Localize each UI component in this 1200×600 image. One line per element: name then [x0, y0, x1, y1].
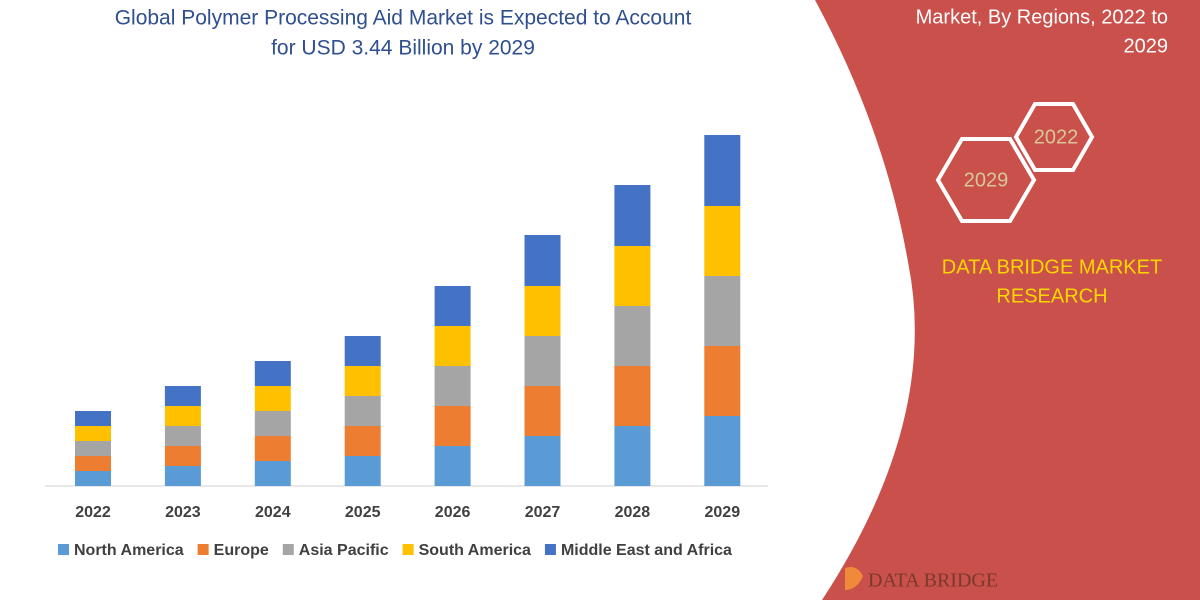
- x-tick-label: 2029: [705, 504, 741, 521]
- legend-swatch: [282, 544, 294, 555]
- chart-title: Global Polymer Processing Aid Market is …: [115, 7, 692, 30]
- bar-segment: [75, 441, 111, 456]
- legend-swatch: [544, 544, 556, 555]
- x-tick-label: 2023: [165, 504, 201, 521]
- chart-title: for USD 3.44 Billion by 2029: [271, 37, 535, 60]
- bar-segment: [524, 336, 561, 386]
- legend-label: Asia Pacific: [299, 542, 389, 559]
- legend-label: Middle East and Africa: [561, 542, 732, 559]
- bar-segment: [704, 135, 741, 206]
- bar-segment: [164, 426, 201, 446]
- bar-segment: [164, 386, 201, 406]
- bar-segment: [434, 446, 471, 486]
- brand: RESEARCH: [996, 285, 1107, 307]
- x-tick-label: 2028: [615, 504, 651, 521]
- bar-segment: [434, 326, 471, 366]
- panel-heading: Market, By Regions, 2022 to: [916, 6, 1168, 28]
- x-tick-label: 2027: [525, 504, 561, 521]
- bar-segment: [704, 346, 741, 416]
- legend-label: North America: [74, 542, 184, 559]
- side-panel: [815, 0, 1200, 600]
- bar-segment: [344, 396, 381, 426]
- bar-segment: [524, 386, 561, 436]
- bar-segment: [164, 406, 201, 426]
- bar-segment: [614, 306, 651, 366]
- bar-segment: [164, 446, 201, 466]
- legend-label: Europe: [214, 542, 269, 559]
- bar-segment: [75, 411, 111, 426]
- bar-segment: [434, 366, 471, 406]
- x-tick-label: 2022: [75, 504, 111, 521]
- bar-segment: [524, 436, 561, 486]
- bar-segment: [614, 185, 651, 246]
- brand: DATA BRIDGE MARKET: [942, 256, 1162, 278]
- x-tick-label: 2026: [435, 504, 471, 521]
- bar-segment: [704, 416, 741, 486]
- bar-segment: [524, 235, 561, 286]
- badge: 2029: [964, 169, 1009, 191]
- bar-segment: [254, 386, 291, 411]
- badge: 2022: [1034, 126, 1079, 148]
- legend-label: South America: [419, 542, 531, 559]
- bar-segment: [614, 366, 651, 426]
- legend-swatch: [402, 544, 414, 555]
- bar-segment: [75, 456, 111, 471]
- logo: DATA BRIDGE: [868, 570, 998, 592]
- bar-segment: [704, 206, 741, 276]
- bar-segment: [75, 471, 111, 486]
- bar-segment: [614, 426, 651, 486]
- bar-segment: [434, 406, 471, 446]
- panel-heading: 2029: [1124, 35, 1169, 57]
- x-tick-label: 2025: [345, 504, 381, 521]
- bar-segment: [614, 246, 651, 306]
- hexagon: [1013, 102, 1095, 172]
- logo-icon: [845, 567, 863, 590]
- legend-swatch: [197, 544, 209, 555]
- bar-segment: [254, 361, 291, 386]
- bar-segment: [254, 436, 291, 461]
- bar-segment: [344, 336, 381, 366]
- bar-segment: [75, 426, 111, 441]
- legend-swatch: [58, 544, 69, 555]
- bar-segment: [344, 426, 381, 456]
- x-tick-label: 2024: [255, 504, 291, 521]
- bar-segment: [434, 286, 471, 326]
- bar-segment: [254, 411, 291, 436]
- bar-segment: [344, 366, 381, 396]
- bar-segment: [524, 286, 561, 336]
- hexagon: [935, 137, 1037, 223]
- bar-segment: [254, 461, 291, 486]
- bar-segment: [344, 456, 381, 486]
- bar-segment: [164, 466, 201, 486]
- bar-segment: [704, 276, 741, 346]
